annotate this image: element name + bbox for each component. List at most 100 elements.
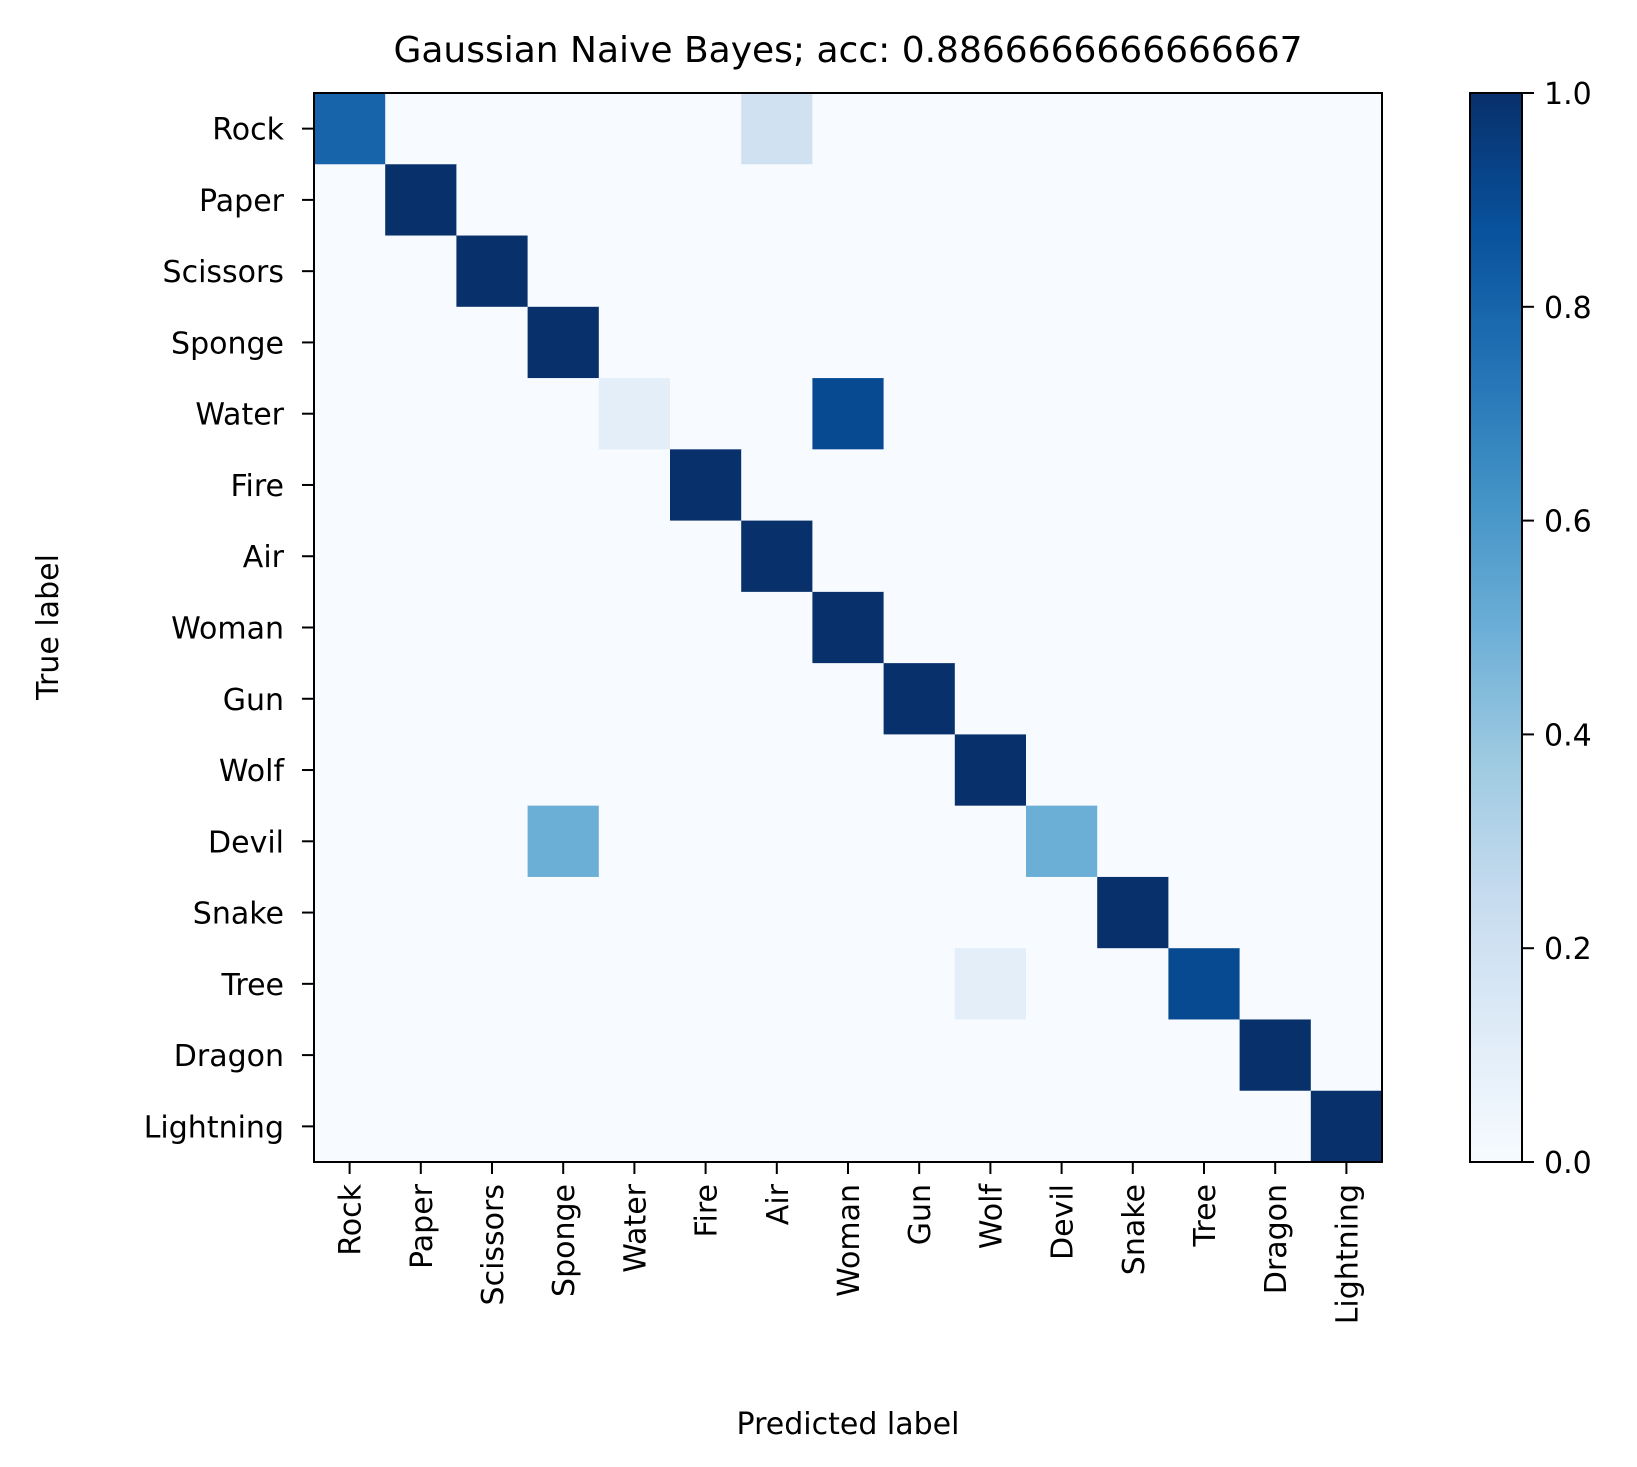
heatmap-cell (527, 734, 600, 807)
heatmap-cell (741, 1090, 813, 1163)
heatmap-cell (883, 306, 956, 379)
heatmap-cell (1310, 948, 1383, 1021)
heatmap-cell (954, 306, 1027, 379)
x-tick-label: Wolf (974, 1183, 1009, 1250)
heatmap-cell (883, 591, 956, 664)
y-tick-label: Tree (220, 968, 284, 1003)
heatmap-cell (1168, 734, 1241, 807)
heatmap-cell (1239, 591, 1312, 664)
colorbar (1469, 92, 1523, 1163)
heatmap-cell (1168, 591, 1241, 664)
heatmap-cell (456, 591, 529, 664)
heatmap-cell (1097, 1019, 1169, 1092)
heatmap-cell (456, 306, 529, 379)
heatmap-cell (385, 805, 457, 878)
heatmap-cell (1168, 93, 1241, 165)
heatmap-cell (385, 734, 457, 807)
heatmap-cell (314, 876, 386, 949)
heatmap-cell (1097, 93, 1169, 165)
heatmap-cell (1239, 805, 1312, 878)
heatmap-cell (1097, 449, 1169, 522)
heatmap-cell (670, 805, 742, 878)
heatmap-cell (1310, 663, 1383, 735)
heatmap-cell (456, 876, 529, 949)
heatmap-cell (598, 663, 671, 735)
colorbar-tick-label: 0.8 (1544, 291, 1592, 326)
x-tick-label: Dragon (1259, 1184, 1294, 1294)
heatmap-cell (954, 164, 1027, 237)
y-tick-label: Paper (199, 184, 285, 219)
heatmap-cell (1239, 1019, 1312, 1092)
heatmap-cell (954, 235, 1027, 308)
heatmap-cell (812, 805, 885, 878)
heatmap-cell (741, 663, 813, 735)
heatmap-cell (883, 663, 956, 735)
heatmap-cell (670, 378, 742, 450)
y-tick-label: Wolf (219, 754, 286, 789)
heatmap-cell (883, 1019, 956, 1092)
heatmap-cell (1239, 948, 1312, 1021)
heatmap-cell (741, 306, 813, 379)
colorbar-ticks: 0.0 0.2 0.4 0.6 0.8 1.0 (1522, 77, 1592, 1181)
heatmap-cell (598, 1019, 671, 1092)
heatmap-cell (527, 164, 600, 237)
heatmap-cell (314, 1090, 386, 1163)
heatmap-cell (954, 378, 1027, 450)
heatmap-cell (1026, 1019, 1098, 1092)
heatmap-cell (314, 805, 386, 878)
heatmap-cell (456, 663, 529, 735)
heatmap-cell (1026, 734, 1098, 807)
x-tick-label: Sponge (547, 1184, 582, 1297)
heatmap-cell (1310, 449, 1383, 522)
heatmap-cell (670, 520, 742, 593)
heatmap-cell (812, 93, 885, 165)
heatmap-cell (883, 734, 956, 807)
heatmap-cell (954, 449, 1027, 522)
colorbar-tick-label: 0.0 (1544, 1146, 1592, 1181)
heatmap-cell (1310, 876, 1383, 949)
heatmap-cell (1168, 449, 1241, 522)
y-tick-label: Dragon (174, 1039, 284, 1074)
heatmap-cell (883, 948, 956, 1021)
heatmap-cell (1239, 235, 1312, 308)
heatmap-cell (741, 948, 813, 1021)
heatmap-cell (1026, 449, 1098, 522)
y-tick-label: Scissors (163, 255, 284, 290)
heatmap-cell (1097, 1090, 1169, 1163)
heatmap-cell (527, 378, 600, 450)
heatmap-cell (1168, 876, 1241, 949)
heatmap-cell (741, 1019, 813, 1092)
heatmap-cell (314, 734, 386, 807)
heatmap-cell (883, 235, 956, 308)
heatmap-cell (385, 306, 457, 379)
heatmap-cell (883, 520, 956, 593)
y-tick-label: Water (195, 398, 284, 433)
heatmap-cell (670, 734, 742, 807)
heatmap-cell (385, 235, 457, 308)
heatmap-cell (1097, 591, 1169, 664)
heatmap-cell (456, 1019, 529, 1092)
y-tick-label: Snake (193, 897, 284, 932)
heatmap-cell (598, 520, 671, 593)
heatmap-cell (527, 805, 600, 878)
heatmap-cell (1310, 1019, 1383, 1092)
heatmap-cell (1026, 805, 1098, 878)
colorbar-tick-label: 0.6 (1544, 505, 1592, 540)
x-tick-label: Air (761, 1183, 796, 1225)
heatmap-cell (314, 93, 386, 165)
heatmap-cell (670, 93, 742, 165)
heatmap-cell (527, 663, 600, 735)
heatmap-cell (1310, 378, 1383, 450)
heatmap-cell (527, 876, 600, 949)
heatmap-cell (1239, 449, 1312, 522)
heatmap-cell (456, 1090, 529, 1163)
heatmap-cell (670, 164, 742, 237)
heatmap-cell (883, 164, 956, 237)
heatmap-cell (598, 449, 671, 522)
heatmap-cell (1168, 164, 1241, 237)
heatmap-cell (1026, 663, 1098, 735)
heatmap-cell (598, 378, 671, 450)
heatmap-cell (883, 93, 956, 165)
heatmap-cell (385, 93, 457, 165)
heatmap-cell (1310, 805, 1383, 878)
